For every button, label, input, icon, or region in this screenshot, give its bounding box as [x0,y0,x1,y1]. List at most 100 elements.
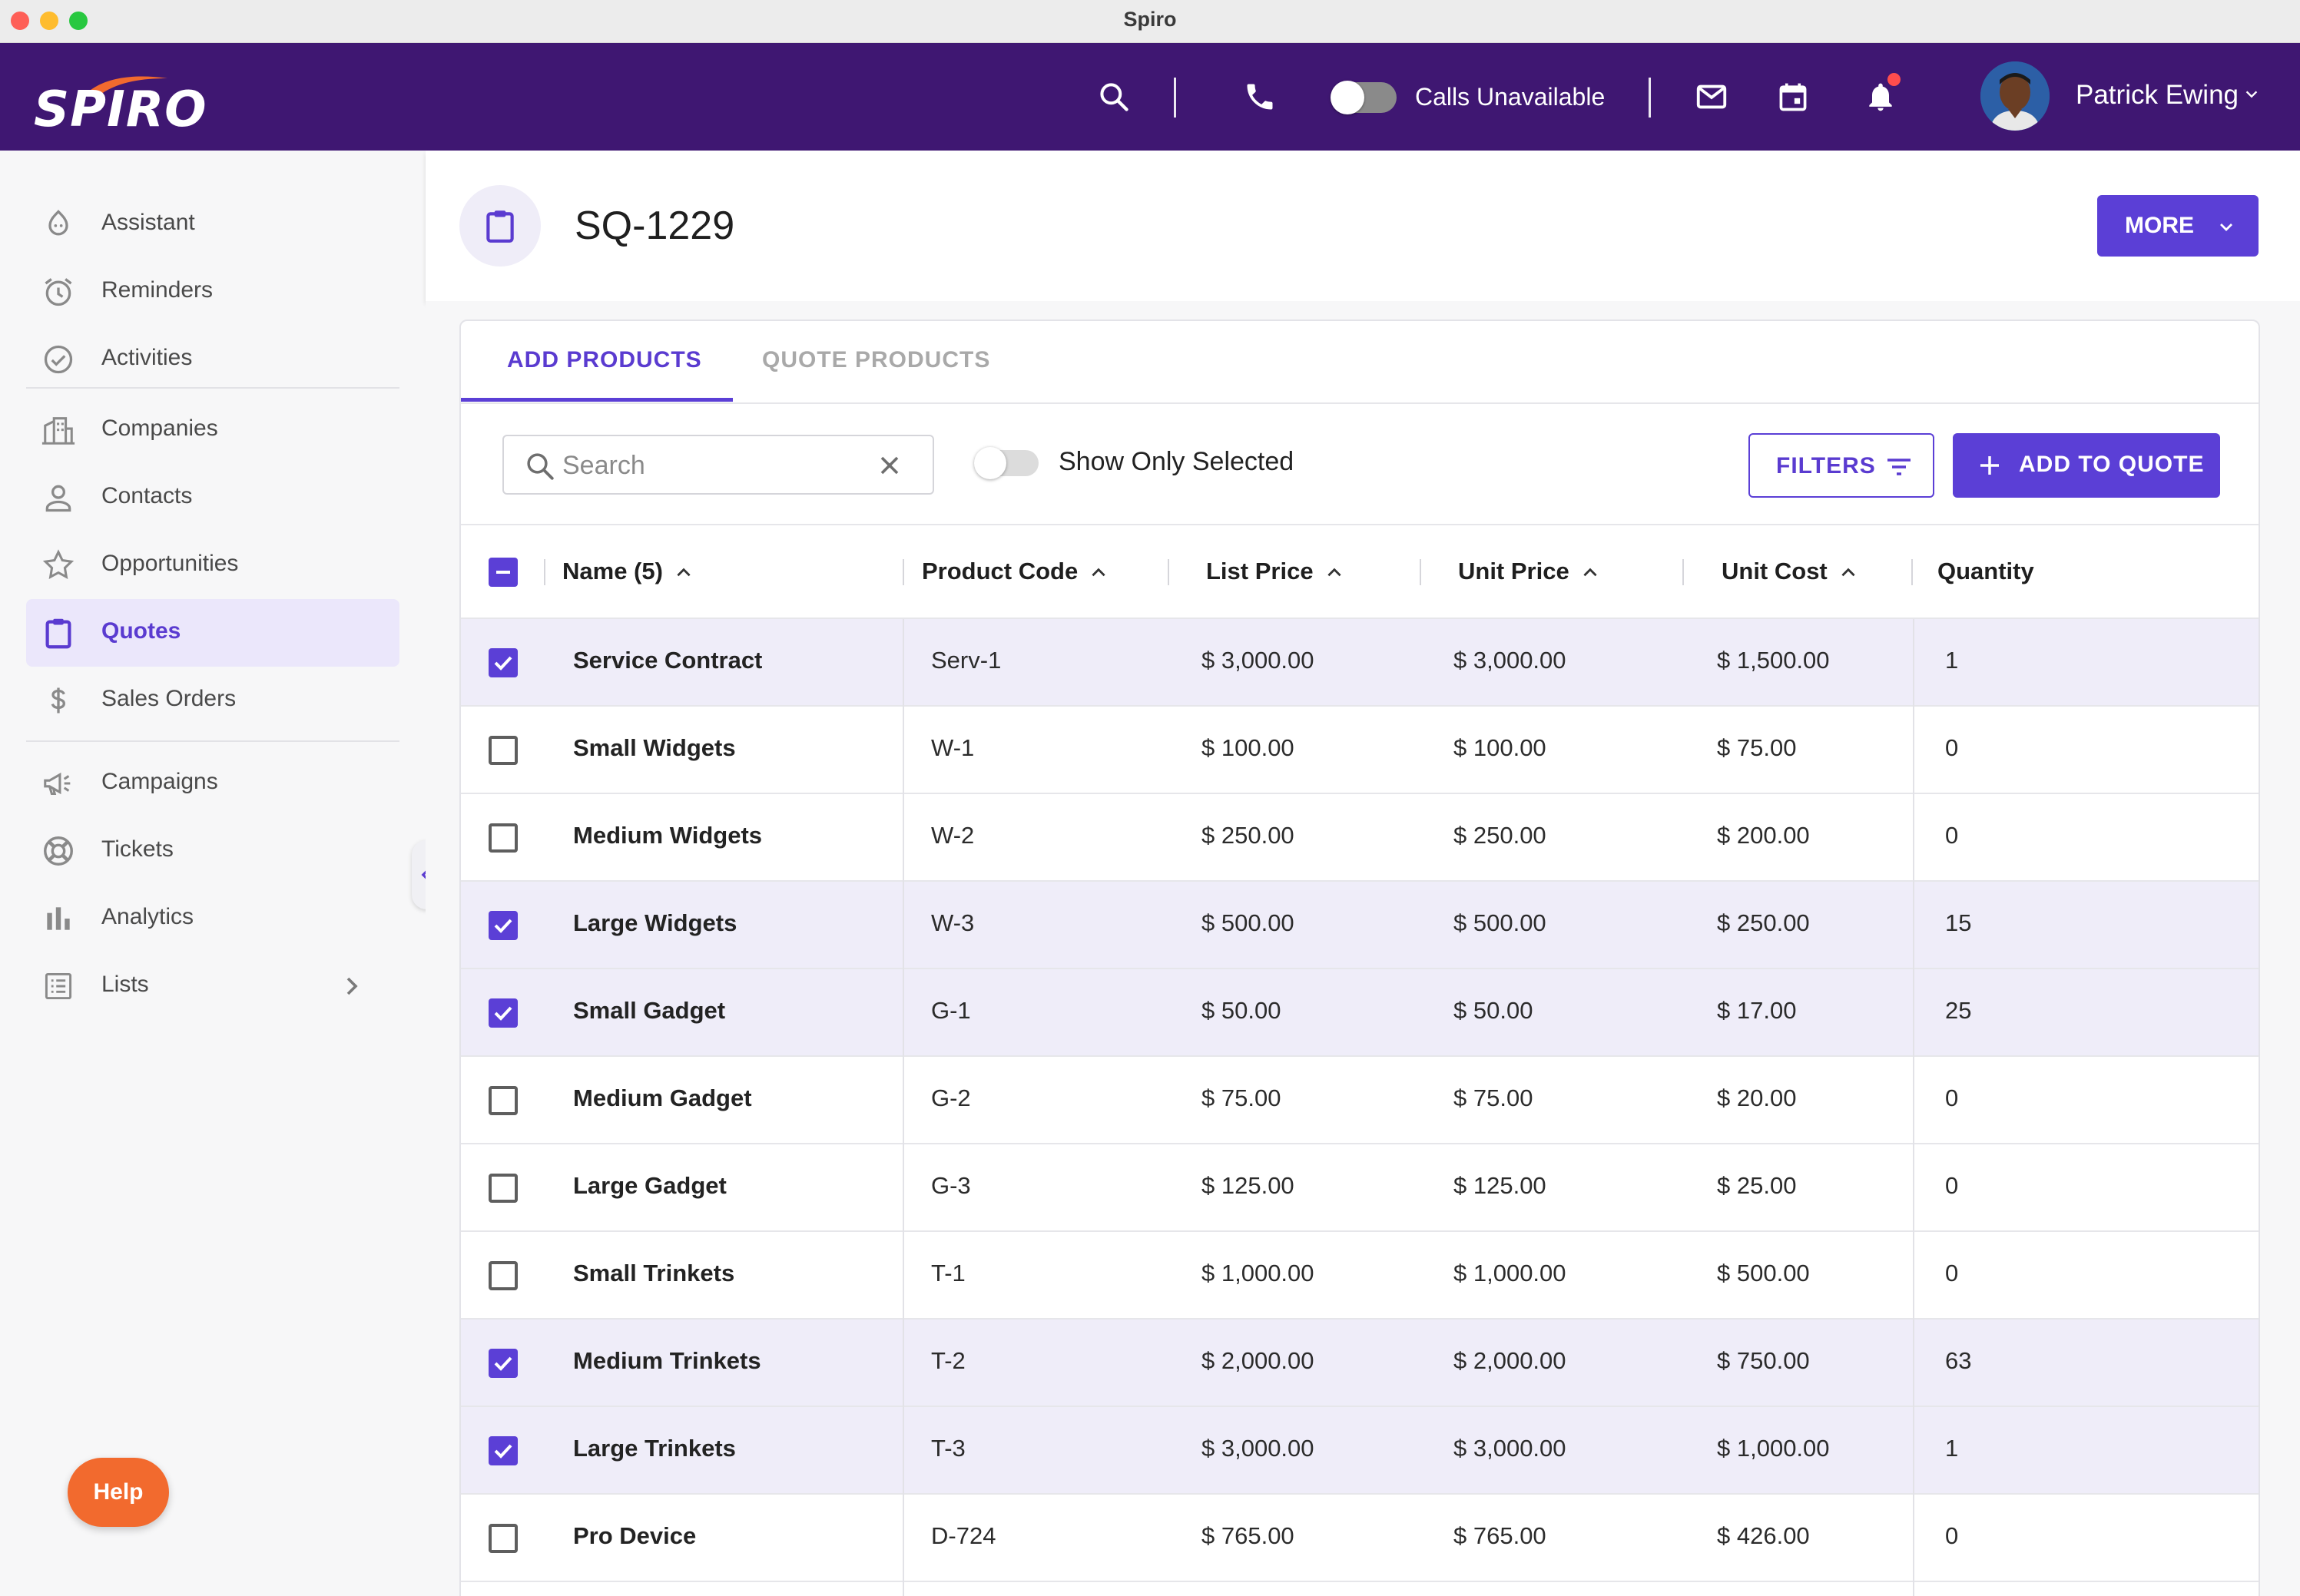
sidebar-item-activities[interactable]: Activities [26,326,399,393]
close-window-button[interactable] [11,12,29,30]
select-all-checkbox[interactable] [489,558,518,587]
row-checkbox[interactable] [489,823,518,853]
sidebar-item-label: Activities [101,345,193,370]
calls-availability-toggle[interactable] [1331,81,1397,114]
column-separator [1420,559,1421,585]
spiro-logo[interactable]: SPIRO [34,74,210,138]
search-field[interactable] [502,435,934,495]
sidebar-item-contacts[interactable]: Contacts [26,464,399,531]
table-row[interactable]: Large Gadget G-3 $ 125.00 $ 125.00 $ 25.00 0 [461,1144,2259,1232]
more-button[interactable]: MORE [2097,195,2259,257]
cell-name: Large Trinkets [573,1435,736,1462]
row-checkbox[interactable] [489,1436,518,1465]
sidebar-item-opportunities[interactable]: Opportunities [26,531,399,599]
sidebar-item-companies[interactable]: Companies [26,396,399,464]
row-checkbox[interactable] [489,1261,518,1290]
bell-icon[interactable] [1861,77,1901,117]
calendar-icon[interactable] [1773,77,1813,117]
chevron-down-icon[interactable] [2243,86,2260,107]
sidebar-item-quotes[interactable]: Quotes [26,599,399,667]
column-divider [903,619,904,1596]
phone-icon[interactable] [1240,77,1280,117]
search-input[interactable] [562,447,870,484]
sort-ascending-icon [1583,568,1597,577]
cell-list-price: $ 50.00 [1201,997,1281,1024]
sidebar-item-label: Contacts [101,483,193,508]
cell-list-price: $ 2,000.00 [1201,1347,1314,1374]
table-row[interactable]: Small Gadget G-1 $ 50.00 $ 50.00 $ 17.00 25 [461,969,2259,1057]
star-icon [40,547,77,584]
table-row[interactable]: Medium Gadget G-2 $ 75.00 $ 75.00 $ 20.00 0 [461,1057,2259,1144]
sidebar-item-assistant[interactable]: Assistant [26,190,399,258]
table-row[interactable]: Service Contract Serv-1 $ 3,000.00 $ 3,000.… [461,619,2259,707]
table-row[interactable]: Large Widgets W-3 $ 500.00 $ 500.00 $ 250.00… [461,882,2259,969]
cell-list-price: $ 75.00 [1201,1084,1281,1111]
sidebar-item-label: Lists [101,972,149,997]
sidebar-item-campaigns[interactable]: Campaigns [26,750,399,817]
sidebar-item-lists[interactable]: Lists [26,952,399,1020]
row-checkbox[interactable] [489,1174,518,1203]
column-header-unit-cost[interactable]: Unit Cost [1722,558,1858,585]
table-row[interactable]: Small Trinkets T-1 $ 1,000.00 $ 1,000.00 $ 5… [461,1232,2259,1320]
cell-unit-price: $ 125.00 [1453,1172,1546,1199]
sidebar-item-reminders[interactable]: Reminders [26,258,399,326]
cell-product-code: D-724 [931,1522,996,1549]
add-to-quote-button[interactable]: ADD TO QUOTE [1953,433,2220,498]
cell-quantity: 1 [1945,647,1959,674]
filters-button[interactable]: FILTERS [1748,433,1934,498]
more-button-label: MORE [2125,213,2194,238]
table-row[interactable]: Medium Trinkets T-2 $ 2,000.00 $ 2,000.00 $ … [461,1320,2259,1407]
cell-product-code: W-2 [931,822,975,849]
table-row[interactable]: Medium Widgets W-2 $ 250.00 $ 250.00 $ 200.0… [461,794,2259,882]
logo-flame-icon [86,76,167,94]
cell-quantity: 0 [1945,734,1959,761]
row-checkbox[interactable] [489,1524,518,1553]
column-header-unit-price[interactable]: Unit Price [1458,558,1600,585]
cell-quantity: 0 [1945,1260,1959,1286]
sidebar-item-sales-orders[interactable]: Sales Orders [26,667,399,734]
column-header-name[interactable]: Name (5) [562,558,694,585]
cell-list-price: $ 765.00 [1201,1522,1294,1549]
sidebar-item-tickets[interactable]: Tickets [26,817,399,885]
cell-product-code: Serv-1 [931,647,1002,674]
help-button[interactable]: Help [68,1458,169,1527]
avatar[interactable] [1980,61,2050,131]
tab-quote-products[interactable]: QUOTE PRODUCTS [762,347,991,373]
cell-name: Small Trinkets [573,1260,735,1286]
table-row[interactable]: Small Widgets W-1 $ 100.00 $ 100.00 $ 75.00 0 [461,707,2259,794]
show-only-selected-toggle[interactable] [974,447,1039,479]
user-name[interactable]: Patrick Ewing [2076,80,2239,110]
clear-search-icon[interactable] [874,450,905,481]
alarm-clock-icon [40,273,77,310]
row-checkbox[interactable] [489,998,518,1028]
cell-unit-cost: $ 426.00 [1717,1522,1810,1549]
minimize-window-button[interactable] [40,12,58,30]
search-icon[interactable] [1094,77,1134,117]
tab-add-products[interactable]: ADD PRODUCTS [507,347,702,373]
notification-badge [1887,73,1901,86]
row-checkbox[interactable] [489,1349,518,1378]
mail-icon[interactable] [1692,77,1732,117]
row-checkbox[interactable] [489,648,518,677]
cell-name: Large Gadget [573,1172,727,1199]
cell-unit-price: $ 3,000.00 [1453,1435,1566,1462]
cell-unit-price: $ 3,000.00 [1453,647,1566,674]
megaphone-icon [40,765,77,802]
sort-ascending-icon [1092,568,1105,577]
row-checkbox[interactable] [489,1086,518,1115]
column-header-quantity[interactable]: Quantity [1937,558,2034,584]
row-checkbox[interactable] [489,911,518,940]
zoom-window-button[interactable] [69,12,88,30]
row-checkbox[interactable] [489,736,518,765]
cell-unit-price: $ 1,000.00 [1453,1260,1566,1286]
tab-divider [461,402,2259,404]
column-header-product-code[interactable]: Product Code [922,558,1109,585]
column-header-list-price[interactable]: List Price [1206,558,1344,585]
cell-unit-price: $ 75.00 [1453,1084,1533,1111]
table-row[interactable]: Large Trinkets T-3 $ 3,000.00 $ 3,000.00 $ 1… [461,1407,2259,1495]
cell-unit-cost: $ 25.00 [1717,1172,1797,1199]
table-row[interactable]: Pro Device D-724 $ 765.00 $ 765.00 $ 426.00 0 [461,1495,2259,1582]
cell-list-price: $ 500.00 [1201,909,1294,936]
dollar-icon [40,682,77,719]
sidebar-item-analytics[interactable]: Analytics [26,885,399,952]
